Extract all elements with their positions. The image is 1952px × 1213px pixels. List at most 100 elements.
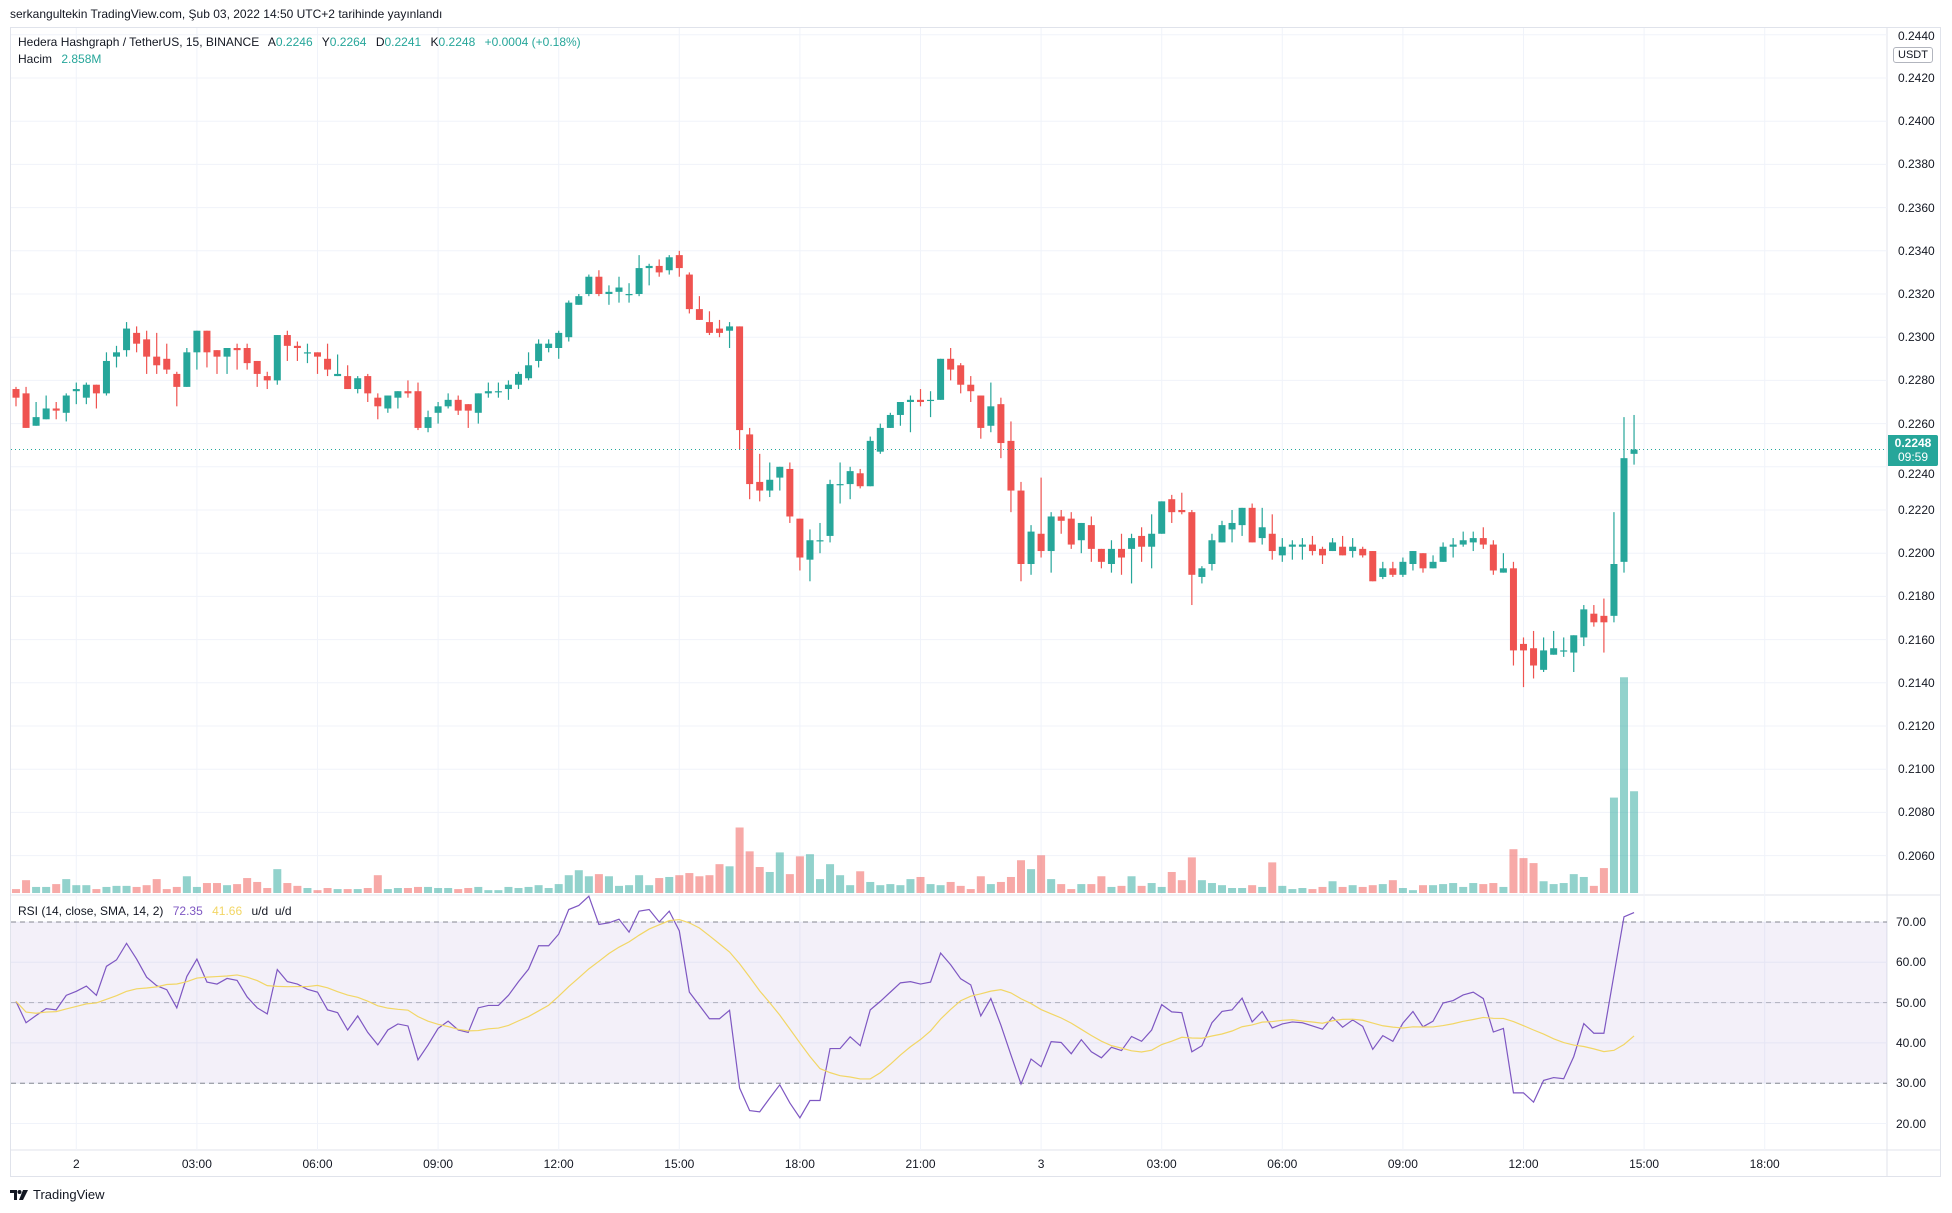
candle-down — [967, 384, 975, 392]
volume-legend[interactable]: Hacim 2.858M — [18, 52, 101, 66]
candle-up — [183, 352, 191, 387]
candle-up — [444, 399, 452, 407]
volume-bar — [1569, 874, 1578, 893]
volume-bar — [645, 885, 654, 893]
candle-up — [846, 471, 854, 485]
volume-bar — [22, 880, 31, 893]
volume-bar — [62, 879, 71, 893]
volume-bar — [906, 879, 915, 893]
candle-up — [113, 352, 120, 357]
time-tick-label: 21:00 — [905, 1157, 936, 1171]
volume-bar — [1017, 860, 1025, 893]
volume-bar — [625, 885, 634, 893]
candle-up — [545, 343, 553, 348]
candle-up — [1630, 449, 1638, 454]
candle-up — [1107, 548, 1115, 564]
rsi-tick-label: 20.00 — [1896, 1116, 1927, 1131]
volume-bar — [484, 890, 493, 893]
open-value: 0.2246 — [275, 35, 313, 49]
candle-up — [62, 395, 70, 413]
candle-down — [464, 404, 472, 411]
candle-down — [293, 345, 301, 348]
currency-badge[interactable]: USDT — [1893, 47, 1933, 63]
candle-down — [374, 397, 382, 407]
candle-up — [645, 265, 653, 269]
candle-up — [1540, 650, 1548, 670]
candle-down — [695, 309, 703, 320]
rsi-legend[interactable]: RSI (14, close, SMA, 14, 2) 72.35 41.66 … — [18, 904, 292, 918]
volume-bar — [1589, 885, 1598, 893]
candle-down — [243, 348, 251, 364]
volume-bar — [1509, 849, 1518, 893]
low-label: D — [375, 35, 385, 49]
volume-bar — [1368, 885, 1377, 893]
candle-down — [52, 408, 60, 411]
price-tick-label: 0.2360 — [1898, 200, 1935, 215]
volume-bar — [172, 886, 181, 893]
candle-up — [102, 360, 110, 394]
volume-bar — [1218, 885, 1226, 893]
candle-down — [1067, 518, 1075, 545]
candle-up — [1047, 516, 1055, 552]
volume-bar — [946, 881, 955, 893]
volume-bar — [715, 864, 724, 893]
candle-down — [756, 481, 764, 491]
candle-down — [324, 358, 332, 370]
candle-up — [1258, 527, 1266, 539]
volume-bar — [1318, 886, 1327, 893]
volume-bar — [1479, 884, 1488, 893]
volume-bar — [243, 878, 252, 893]
volume-bar — [1348, 885, 1357, 893]
volume-bar — [725, 866, 734, 893]
price-tick-label: 0.2260 — [1898, 416, 1935, 431]
rsi-tick-label: 60.00 — [1896, 955, 1927, 970]
volume-bar — [122, 885, 131, 893]
volume-bar — [1228, 888, 1237, 893]
candle-up — [1077, 522, 1085, 541]
candle-down — [1087, 525, 1095, 549]
candle-down — [1037, 533, 1045, 552]
candle-up — [987, 406, 995, 426]
volume-bar — [1298, 888, 1307, 893]
price-tick-label: 0.2440 — [1898, 29, 1935, 43]
volume-bar — [202, 883, 211, 893]
volume-bar — [1037, 855, 1046, 893]
volume-bar — [424, 886, 433, 893]
volume-bar — [383, 889, 392, 893]
candle-up — [565, 302, 573, 338]
candle-up — [826, 484, 834, 536]
volume-bar — [795, 856, 804, 893]
volume-bar — [1449, 883, 1458, 893]
candle-down — [1308, 544, 1316, 552]
volume-bar — [554, 884, 563, 893]
candle-up — [72, 389, 80, 392]
volume-bar — [273, 869, 282, 893]
price-tick-label: 0.2400 — [1898, 114, 1935, 129]
candle-down — [233, 348, 241, 351]
candle-down — [1369, 551, 1377, 582]
rsi-sma-value: 41.66 — [212, 904, 243, 918]
candle-down — [1268, 533, 1276, 552]
candle-up — [927, 399, 935, 402]
tradingview-logo[interactable]: TradingView — [10, 1187, 105, 1202]
symbol-legend[interactable]: Hedera Hashgraph / TetherUS, 15, BINANCE… — [18, 35, 581, 49]
volume-bar — [1378, 884, 1387, 893]
candle-down — [917, 399, 924, 402]
candle-up — [1218, 525, 1226, 543]
volume-bar — [1238, 888, 1247, 893]
candle-up — [394, 391, 402, 398]
volume-bar — [655, 878, 664, 893]
price-tick-label: 0.2140 — [1898, 675, 1935, 690]
candle-up — [42, 408, 50, 420]
volume-bar — [635, 875, 644, 893]
time-tick-label: 12:00 — [543, 1157, 574, 1171]
candle-up — [625, 294, 633, 296]
candle-down — [1419, 553, 1427, 569]
price-tick-label: 0.2060 — [1898, 848, 1935, 863]
volume-bar — [494, 890, 503, 893]
candle-up — [515, 373, 522, 385]
candle-up — [1499, 568, 1507, 573]
time-tick-label: 2 — [72, 1157, 80, 1171]
candle-down — [957, 365, 965, 385]
